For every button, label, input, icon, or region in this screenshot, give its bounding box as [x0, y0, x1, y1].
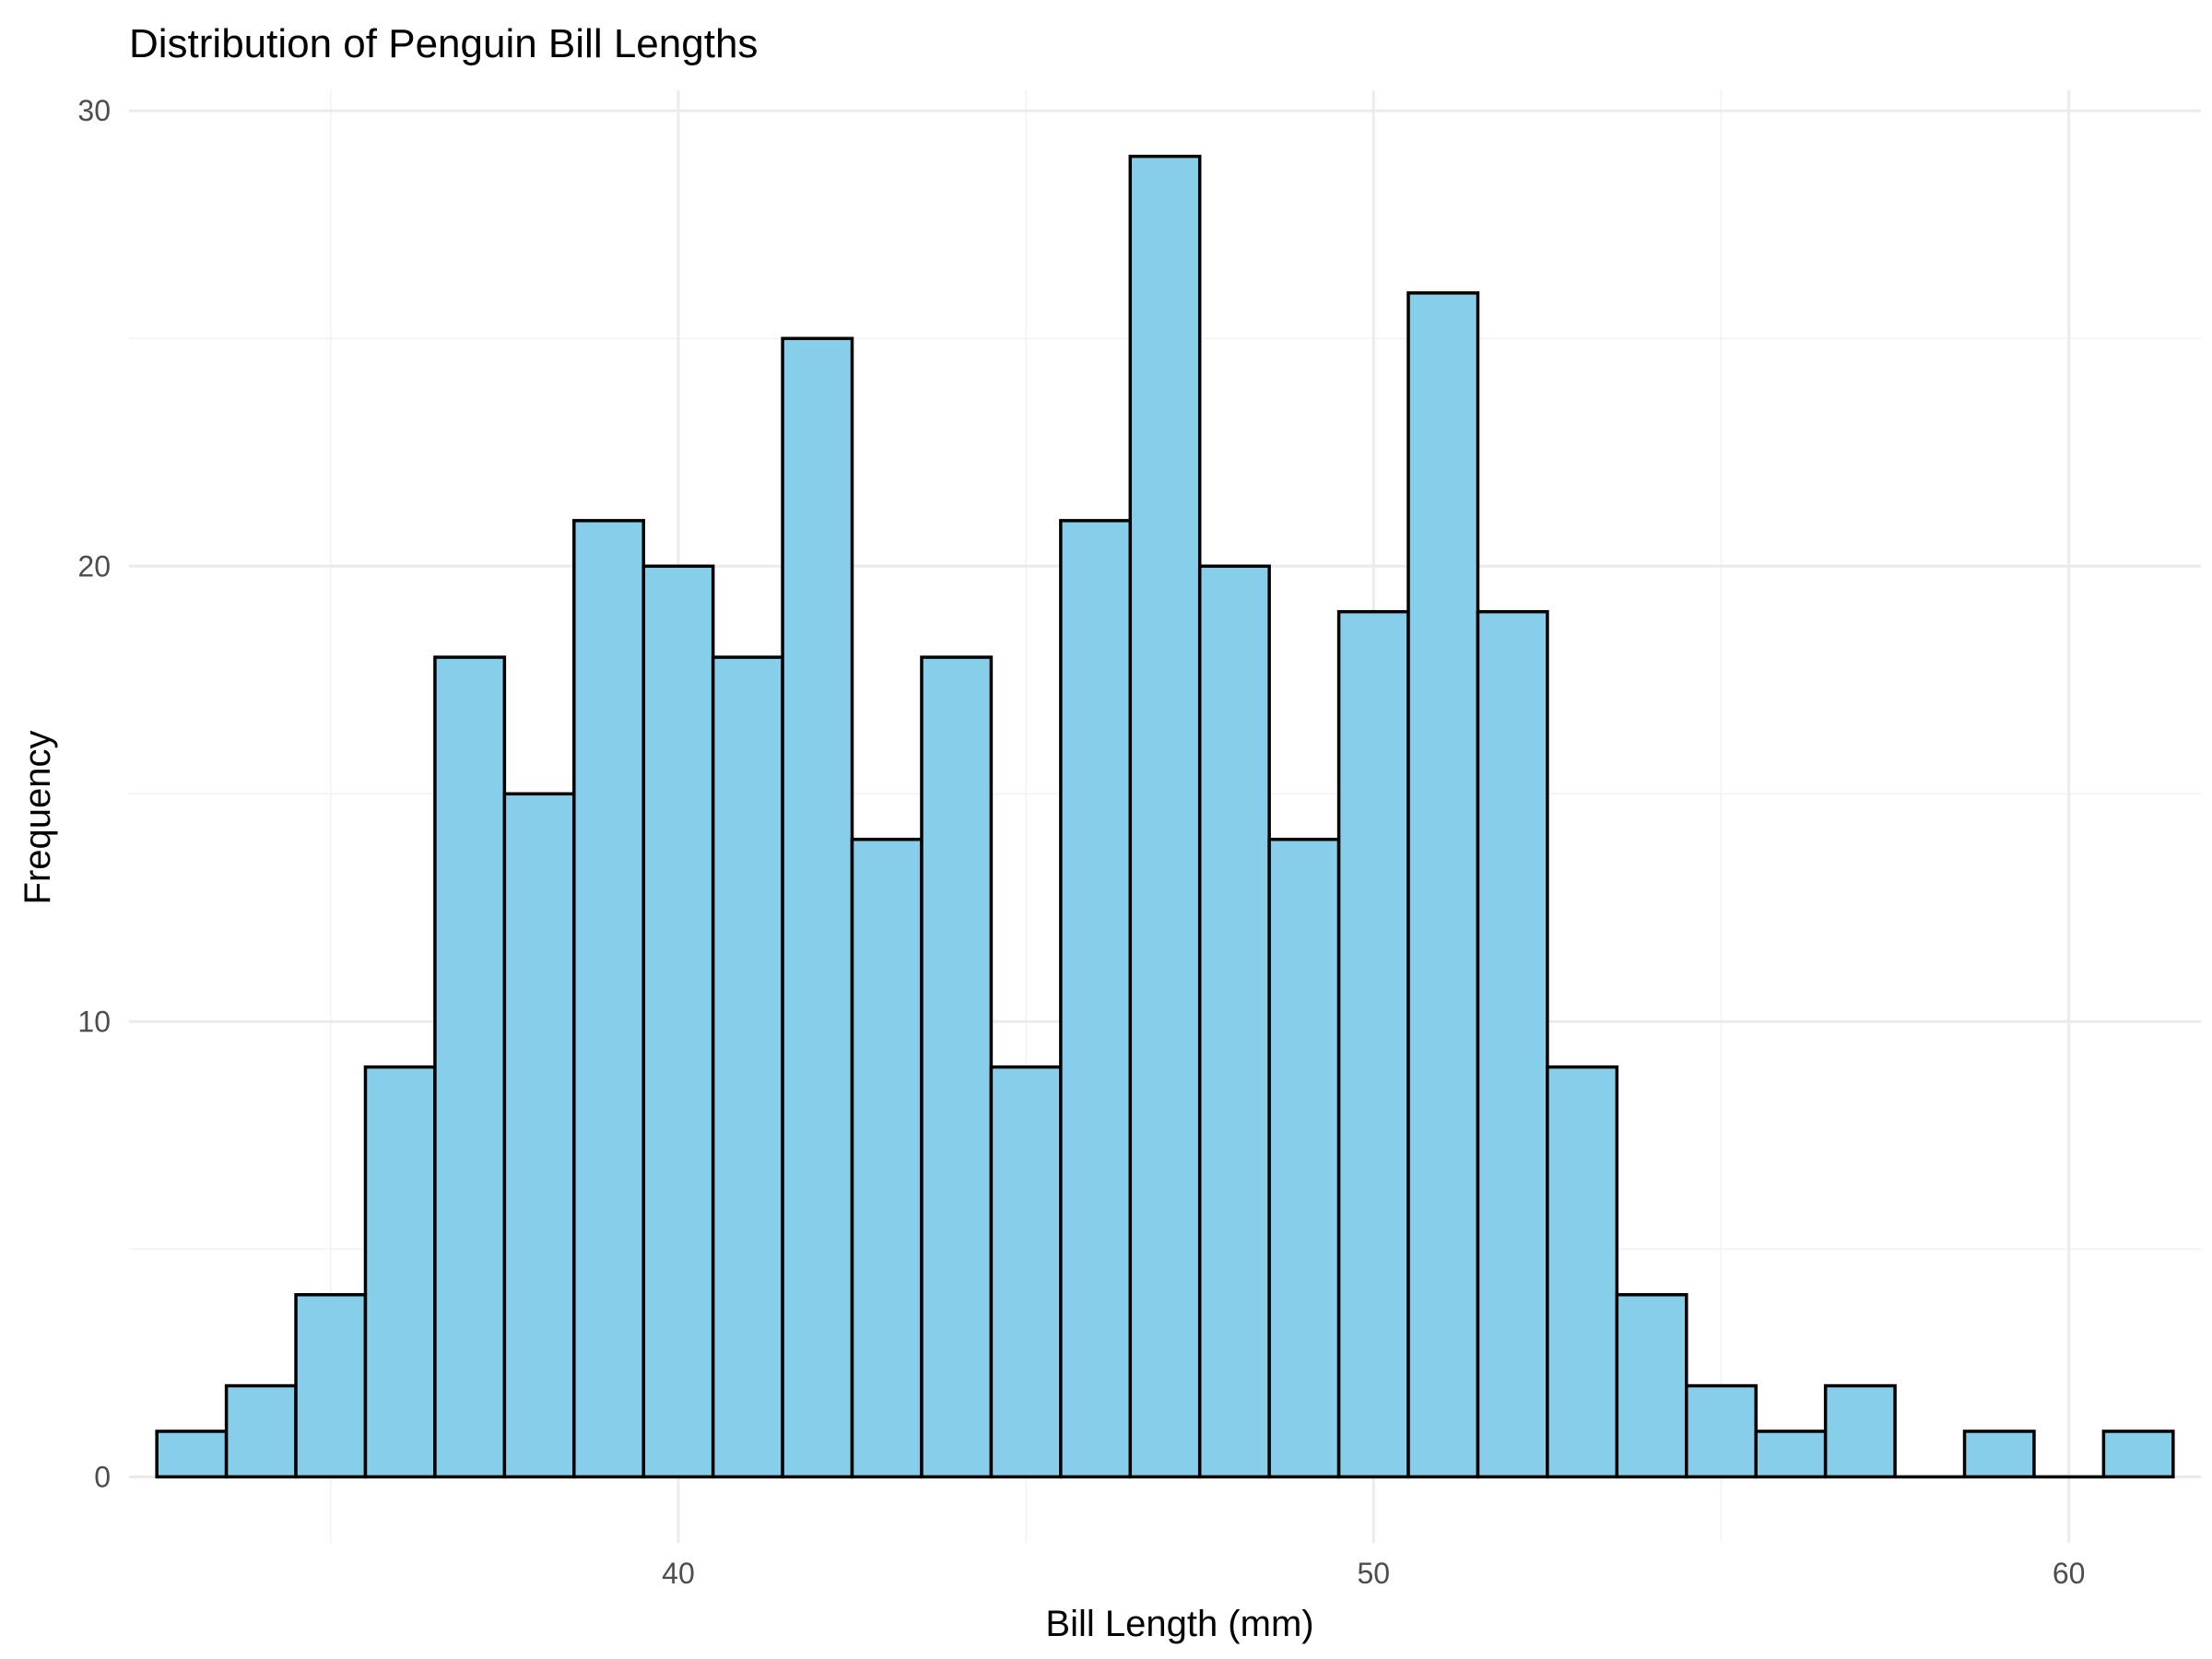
y-axis-title: Frequency	[18, 731, 58, 905]
histogram-bar	[1615, 1292, 1688, 1479]
histogram-bar	[781, 336, 854, 1479]
y-tick-label: 20	[77, 549, 111, 582]
histogram-bar	[1476, 609, 1549, 1479]
histogram-bar	[502, 792, 576, 1479]
histogram-bar	[850, 837, 924, 1479]
histogram-bar	[1406, 291, 1480, 1479]
histogram-bar	[1267, 837, 1341, 1479]
histogram-bar	[1546, 1065, 1619, 1479]
bars-layer	[155, 154, 2175, 1479]
histogram-bar	[989, 1065, 1063, 1479]
histogram-bar	[294, 1292, 368, 1479]
chart-title: Distribution of Penguin Bill Lengths	[129, 21, 758, 66]
histogram-bar	[1823, 1383, 1897, 1479]
y-tick-label: 30	[77, 94, 111, 127]
x-tick-label: 60	[2053, 1557, 2086, 1590]
histogram-bar	[1754, 1430, 1828, 1479]
x-tick-label: 40	[662, 1557, 695, 1590]
histogram-bar	[363, 1065, 437, 1479]
histogram-bar	[641, 564, 715, 1479]
histogram-bar	[1197, 564, 1271, 1479]
histogram-bar	[433, 655, 507, 1479]
histogram-bar	[572, 519, 645, 1479]
histogram-bar	[920, 655, 994, 1479]
histogram-bar	[224, 1383, 298, 1479]
x-tick-label: 50	[1358, 1557, 1391, 1590]
histogram-bar	[1128, 154, 1202, 1479]
histogram-bar	[2101, 1430, 2175, 1479]
histogram-bar	[1962, 1430, 2036, 1479]
histogram-bar	[155, 1430, 229, 1479]
histogram-bar	[1685, 1383, 1758, 1479]
histogram-bar	[1336, 609, 1410, 1479]
tick-labels-layer: 0 10 20 30 40 50 60	[77, 94, 2085, 1590]
histogram-bar	[1059, 519, 1133, 1479]
y-tick-label: 0	[94, 1460, 111, 1493]
x-axis-title: Bill Length (mm)	[1045, 1604, 1313, 1644]
y-tick-label: 10	[77, 1005, 111, 1038]
histogram-bar	[711, 655, 784, 1479]
